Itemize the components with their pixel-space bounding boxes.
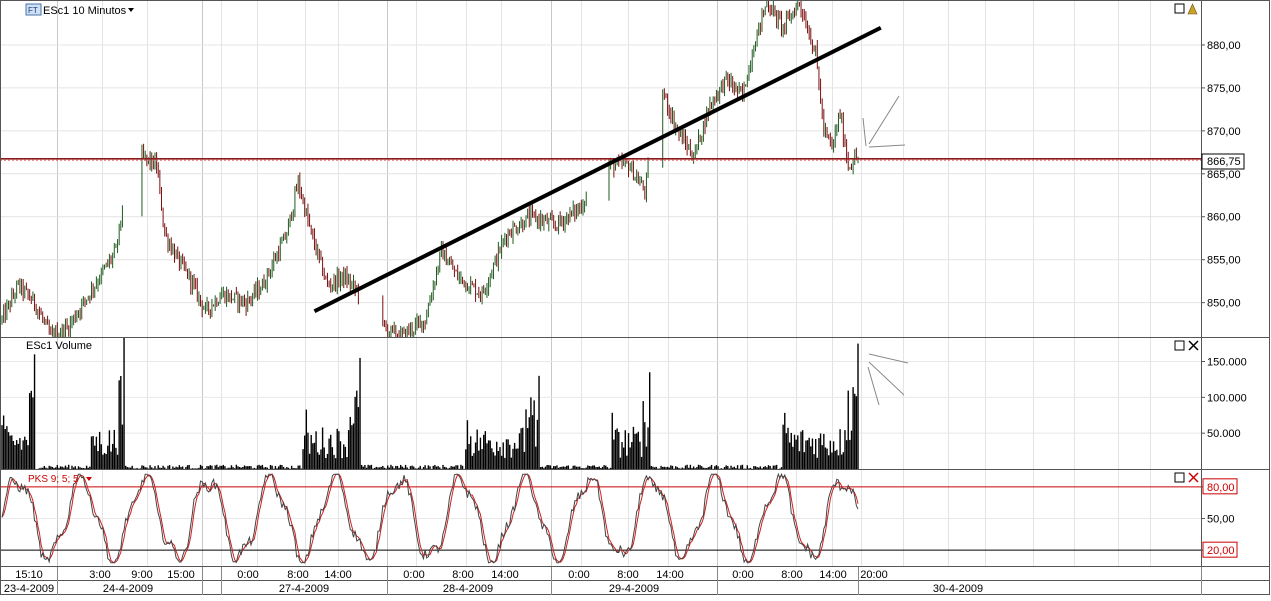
date-tick-label: 27-4-2009 — [279, 583, 329, 595]
date-tick-label: 23-4-2009 — [4, 583, 54, 595]
time-tick-label: 14:00 — [819, 569, 847, 581]
y-tick-label: 855,00 — [1207, 255, 1241, 267]
date-tick-label: 29-4-2009 — [609, 583, 659, 595]
vertical-gridlines — [57, 0, 1151, 567]
time-tick-label: 14:00 — [324, 569, 352, 581]
time-axis: 15:10 3:00 9:00 15:00 0:00 8:00 14:00 0:00 8:00 1… — [15, 567, 1202, 595]
time-tick-label: 15:00 — [167, 569, 195, 581]
volume-y-axis: 150.000 100.000 50.000 — [1201, 357, 1247, 440]
y-tick-label: 50,00 — [1207, 514, 1235, 526]
maximize-icon-oscillator[interactable] — [1174, 472, 1185, 483]
y-tick-label: 850,00 — [1207, 298, 1241, 310]
horizontal-gridlines — [0, 44, 1201, 519]
ft-badge-label: FT — [28, 6, 38, 15]
oscillator-y-axis: 80,00 50,00 20,00 — [1201, 478, 1238, 558]
oscillator-panel-title[interactable]: PKS 9; 5; 5 — [28, 474, 79, 485]
y-tick-label: 100.000 — [1207, 392, 1247, 404]
maximize-icon-volume[interactable] — [1174, 340, 1185, 351]
trendline[interactable] — [313, 25, 882, 314]
oscillator-k-line — [1, 472, 859, 564]
y-tick-label: 860,00 — [1207, 212, 1241, 224]
maximize-icon-price[interactable] — [1174, 3, 1185, 14]
time-tick-label: 15:10 — [15, 569, 43, 581]
current-value-label: 866,75 — [1207, 156, 1241, 168]
time-tick-label: 14:00 — [491, 569, 519, 581]
price-panel-title[interactable]: ESc1 10 Minutos — [43, 5, 127, 17]
time-tick-label: 8:00 — [287, 569, 308, 581]
volume-panel-title[interactable]: ESc1 Volume — [26, 340, 92, 352]
oscillator-dropdown-icon[interactable] — [86, 477, 92, 481]
close-icon-volume[interactable] — [1188, 340, 1199, 351]
y-tick-box — [1202, 478, 1238, 495]
y-tick-label: 865,00 — [1207, 169, 1241, 181]
date-axis: 23-4-2009 24-4-2009 27-4-2009 28-4-2009 29-4… — [4, 583, 983, 595]
date-tick-label: 24-4-2009 — [103, 583, 153, 595]
time-tick-label: 8:00 — [452, 569, 473, 581]
volume-bars — [1, 338, 859, 469]
time-tick-label: 0:00 — [732, 569, 753, 581]
time-tick-label: 9:00 — [131, 569, 152, 581]
close-icon-oscillator[interactable] — [1188, 472, 1199, 483]
y-tick-label: 875,00 — [1207, 83, 1241, 95]
time-tick-label: 8:00 — [781, 569, 802, 581]
time-tick-label: 20:00 — [860, 569, 888, 581]
drawing-marks-price — [862, 95, 906, 148]
time-tick-label: 8:00 — [617, 569, 638, 581]
time-tick-label: 0:00 — [403, 569, 424, 581]
y-tick-box — [1202, 541, 1238, 558]
title-dropdown-icon[interactable] — [128, 8, 134, 12]
y-tick-label: 880,00 — [1207, 40, 1241, 52]
time-tick-label: 0:00 — [568, 569, 589, 581]
date-tick-label: 28-4-2009 — [443, 583, 493, 595]
current-value-tag — [1201, 153, 1245, 170]
time-tick-label: 14:00 — [656, 569, 684, 581]
date-tick-label: 30-4-2009 — [933, 583, 983, 595]
alert-icon[interactable] — [1187, 3, 1198, 15]
y-tick-label: 50.000 — [1207, 428, 1241, 440]
drawing-marks-volume — [867, 353, 909, 406]
y-tick-label: 870,00 — [1207, 126, 1241, 138]
price-candles — [1, 0, 859, 337]
ft-badge — [25, 3, 42, 16]
y-tick-label: 80,00 — [1207, 482, 1235, 494]
price-y-axis: 880,00 875,00 870,00 865,00 860,00 855,00 850,… — [1201, 40, 1241, 310]
time-tick-label: 0:00 — [237, 569, 258, 581]
y-tick-label: 20,00 — [1207, 545, 1235, 557]
y-tick-label: 150.000 — [1207, 357, 1247, 369]
time-tick-label: 3:00 — [89, 569, 110, 581]
